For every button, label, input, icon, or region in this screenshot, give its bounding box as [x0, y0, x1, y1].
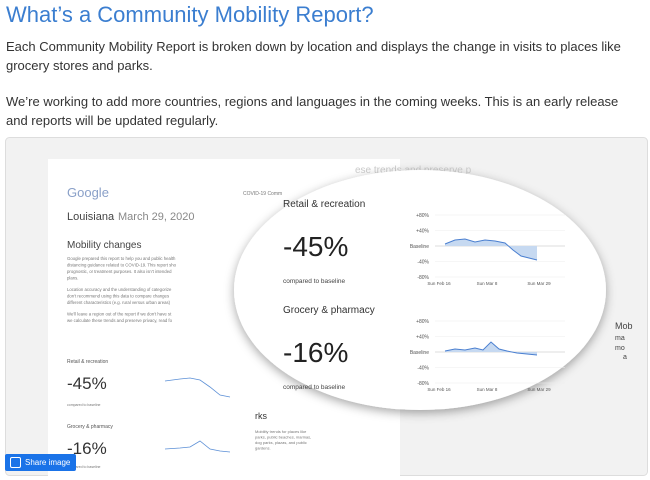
axis-label: +80%	[416, 213, 429, 219]
card-caption: compared to baseline	[67, 465, 101, 469]
card-value: -16%	[67, 439, 107, 458]
date: March 29, 2020	[118, 211, 194, 223]
card-value: -45%	[67, 374, 107, 393]
date-label: Sun Mar 29	[527, 387, 551, 392]
axis-label: -80%	[417, 275, 429, 281]
sparkline	[444, 341, 538, 356]
baseline-area	[445, 342, 537, 355]
sparkline	[444, 238, 538, 261]
parks-text: gardens.	[255, 446, 271, 451]
baseline-area	[445, 239, 537, 260]
axis-label: -40%	[417, 260, 429, 266]
card-value: -45%	[283, 231, 348, 262]
axis-label: Baseline	[410, 350, 429, 356]
card-caption: compared to baseline	[283, 278, 346, 285]
date-label: Sun Mar 29	[527, 281, 551, 286]
logo: Google	[67, 185, 109, 200]
magnifier	[234, 170, 606, 410]
card-label: Retail & recreation	[283, 199, 365, 210]
date-label: Sun Mar 8	[477, 387, 498, 392]
parks-text: parks, public beaches, marinas,	[255, 435, 311, 440]
card-caption: compared to baseline	[67, 403, 101, 407]
location: Louisiana	[67, 211, 115, 223]
heading: What’s a Community Mobility Report?	[6, 2, 374, 27]
date-label: Sun Feb 16	[427, 281, 451, 286]
right-fragment: ma	[615, 335, 625, 342]
body-text: prognostic, or treatment purposes. It al…	[67, 269, 172, 274]
axis-label: -40%	[417, 366, 429, 372]
body-text: plans.	[67, 276, 78, 281]
body-text: Google prepared this report to help you …	[67, 256, 176, 261]
axis-label: Baseline	[410, 244, 429, 250]
date-label: Sun Mar 8	[477, 281, 498, 286]
card-value: -16%	[283, 337, 348, 368]
axis-label: +40%	[416, 335, 429, 341]
right-fragment: a	[623, 354, 627, 361]
right-fragment: mo	[615, 345, 625, 352]
body-text: distancing guidance related to COVID-19.…	[67, 263, 177, 268]
report-image: ese trends and preserve p Google COVID-1…	[5, 137, 648, 477]
body-text: We'll leave a region out of the report i…	[67, 312, 172, 317]
card-label: Grocery & pharmacy	[67, 424, 113, 430]
card-caption: compared to baseline	[283, 384, 346, 391]
parks-label: rks	[255, 411, 267, 421]
header-text: COVID-19 Comm	[243, 191, 282, 197]
section-title: Mobility changes	[67, 240, 141, 251]
body-text: don't recommend using this data to compa…	[67, 294, 169, 299]
parks-text: Mobility trends for places like	[255, 429, 307, 434]
axis-label: +80%	[416, 319, 429, 325]
paragraph: Each Community Mobility Report is broken…	[6, 39, 621, 73]
body-text: we calculate these trends and preserve p…	[67, 318, 173, 323]
parks-text: dog parks, plazas, and public	[255, 440, 307, 445]
date-label: Sun Feb 16	[427, 387, 451, 392]
body-text: Location accuracy and the understanding …	[67, 287, 172, 292]
card-label: Grocery & pharmacy	[283, 305, 375, 316]
axis-label: -80%	[417, 381, 429, 387]
body-text: different characteristics (e.g. rural ve…	[67, 300, 171, 305]
axis-label: +40%	[416, 229, 429, 235]
card-label: Retail & recreation	[67, 359, 108, 365]
share-button[interactable]: Share image	[5, 454, 77, 471]
paragraph: We’re working to add more countries, reg…	[6, 94, 619, 128]
mini-sparklines	[164, 377, 231, 453]
right-fragment: Mob	[615, 321, 633, 331]
